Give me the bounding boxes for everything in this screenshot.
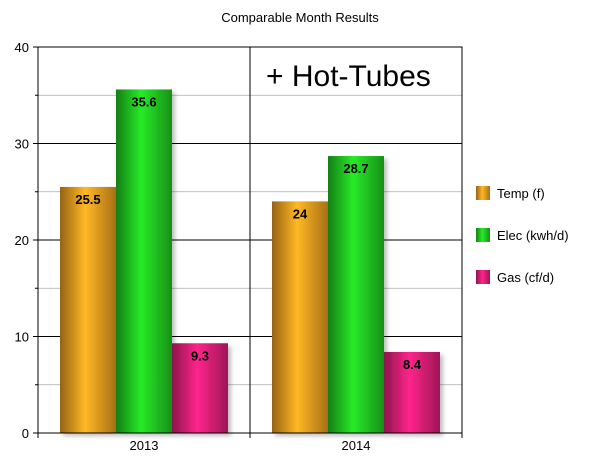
y-tick-label: 10 — [15, 330, 29, 345]
data-label: 8.4 — [403, 357, 422, 372]
y-tick-label: 30 — [15, 137, 29, 152]
y-tick-label: 40 — [15, 40, 29, 55]
data-label: 9.3 — [191, 348, 209, 363]
data-label: 28.7 — [343, 161, 368, 176]
bar-gas-2013 — [172, 343, 228, 433]
legend-swatch — [476, 186, 490, 200]
legend-label: Gas (cf/d) — [497, 270, 554, 285]
bar-elec-2013 — [116, 89, 172, 434]
legend-label: Temp (f) — [497, 186, 545, 201]
y-tick-label: 0 — [22, 426, 29, 441]
legend-swatch — [476, 228, 490, 242]
axes: 0 10 20 30 40 2013 2014 — [15, 40, 463, 453]
x-tick-label: 2013 — [130, 438, 159, 453]
annotation-hot-tubes: + Hot-Tubes — [266, 60, 431, 93]
bar-elec-2014 — [328, 156, 384, 434]
data-label: 35.6 — [131, 94, 156, 109]
legend-swatch — [476, 270, 490, 284]
y-tick-label: 20 — [15, 233, 29, 248]
data-label: 25.5 — [75, 192, 100, 207]
legend-label: Elec (kwh/d) — [497, 228, 569, 243]
bar-temp-2013 — [60, 186, 116, 433]
x-tick-label: 2014 — [342, 438, 371, 453]
legend: Temp (f) Elec (kwh/d) Gas (cf/d) — [476, 186, 569, 285]
bar-gas-2014 — [384, 351, 440, 433]
bars: 25.5 35.6 9.3 24 28.7 8.4 — [60, 89, 440, 434]
bar-temp-2014 — [272, 201, 328, 433]
data-label: 24 — [293, 206, 308, 221]
chart-title: Comparable Month Results — [221, 10, 379, 25]
